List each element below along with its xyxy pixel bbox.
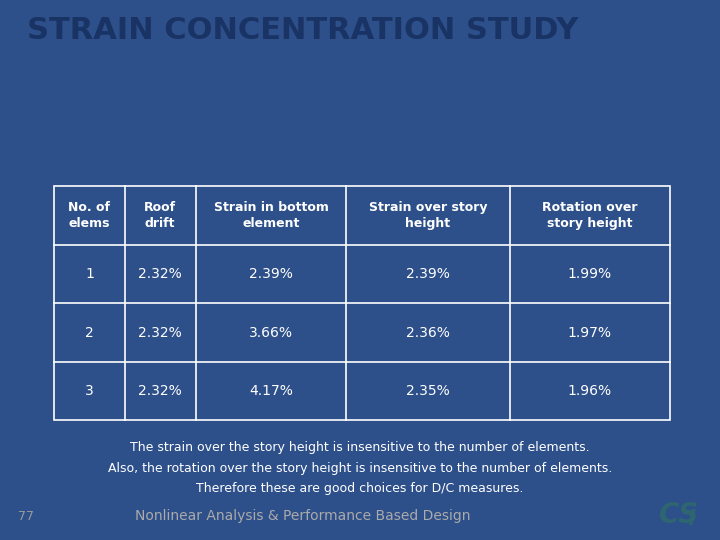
Text: Rotation over
story height: Rotation over story height (542, 201, 637, 230)
Bar (0, 63, 720, 68)
Text: Strain over story
height: Strain over story height (369, 201, 487, 230)
Text: 4.17%: 4.17% (249, 384, 293, 398)
Text: 2.32%: 2.32% (138, 267, 182, 281)
Text: 77: 77 (18, 510, 34, 523)
Text: 1.96%: 1.96% (567, 384, 611, 398)
Text: Roof
drift: Roof drift (144, 201, 176, 230)
Text: CS: CS (659, 501, 698, 529)
Text: 2.32%: 2.32% (138, 384, 182, 398)
Text: 2.32%: 2.32% (138, 326, 182, 340)
Text: 3: 3 (85, 384, 94, 398)
Text: 3.66%: 3.66% (249, 326, 293, 340)
Text: Also, the rotation over the story height is insensitive to the number of element: Also, the rotation over the story height… (108, 462, 612, 475)
Text: 2.39%: 2.39% (406, 267, 450, 281)
Text: STRAIN CONCENTRATION STUDY: STRAIN CONCENTRATION STUDY (27, 16, 579, 45)
Text: The strain over the story height is insensitive to the number of elements.: The strain over the story height is inse… (130, 441, 590, 454)
Text: 1.97%: 1.97% (567, 326, 611, 340)
Text: No. of
elems: No. of elems (68, 201, 110, 230)
Text: i: i (688, 509, 696, 529)
Text: Nonlinear Analysis & Performance Based Design: Nonlinear Analysis & Performance Based D… (135, 509, 470, 523)
Text: 2.36%: 2.36% (406, 326, 450, 340)
Bar (54, 186, 670, 420)
Text: 2.35%: 2.35% (406, 384, 450, 398)
Text: 2.39%: 2.39% (249, 267, 293, 281)
Text: 1: 1 (85, 267, 94, 281)
Text: 1.99%: 1.99% (567, 267, 611, 281)
Text: Strain in bottom
element: Strain in bottom element (214, 201, 328, 230)
Text: Therefore these are good choices for D/C measures.: Therefore these are good choices for D/C… (197, 482, 523, 495)
Text: 2: 2 (85, 326, 94, 340)
